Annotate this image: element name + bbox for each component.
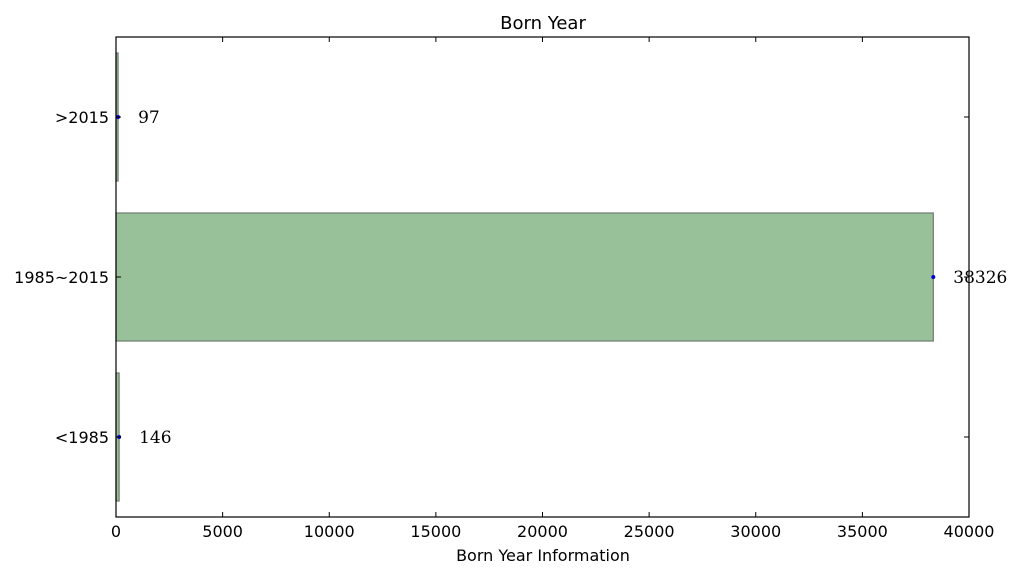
x-tick-label: 15000 xyxy=(410,522,461,541)
x-tick-label: 10000 xyxy=(304,522,355,541)
y-tick-label: <1985 xyxy=(55,428,109,447)
x-axis-label: Born Year Information xyxy=(456,546,630,565)
data-label: 146 xyxy=(139,428,171,448)
x-tick-label: 0 xyxy=(111,522,121,541)
x-tick-label: 25000 xyxy=(624,522,675,541)
data-label: 38326 xyxy=(953,268,1007,288)
x-tick-label: 40000 xyxy=(944,522,995,541)
x-tick-label: 20000 xyxy=(517,522,568,541)
bar xyxy=(115,212,934,342)
x-tick-label: 5000 xyxy=(202,522,243,541)
plot-frame xyxy=(115,36,970,518)
x-tick-label: 30000 xyxy=(730,522,781,541)
bar-marker xyxy=(931,275,936,279)
x-tick-label: 35000 xyxy=(837,522,888,541)
data-label: 97 xyxy=(138,108,160,128)
plot-area: 146 <1985 38326 1985~2015 97 >2015 0 5000 10000 1… xyxy=(14,36,1007,541)
chart-title: Born Year xyxy=(500,13,586,34)
y-tick-label: >2015 xyxy=(55,108,109,127)
y-tick-label: 1985~2015 xyxy=(14,268,109,287)
